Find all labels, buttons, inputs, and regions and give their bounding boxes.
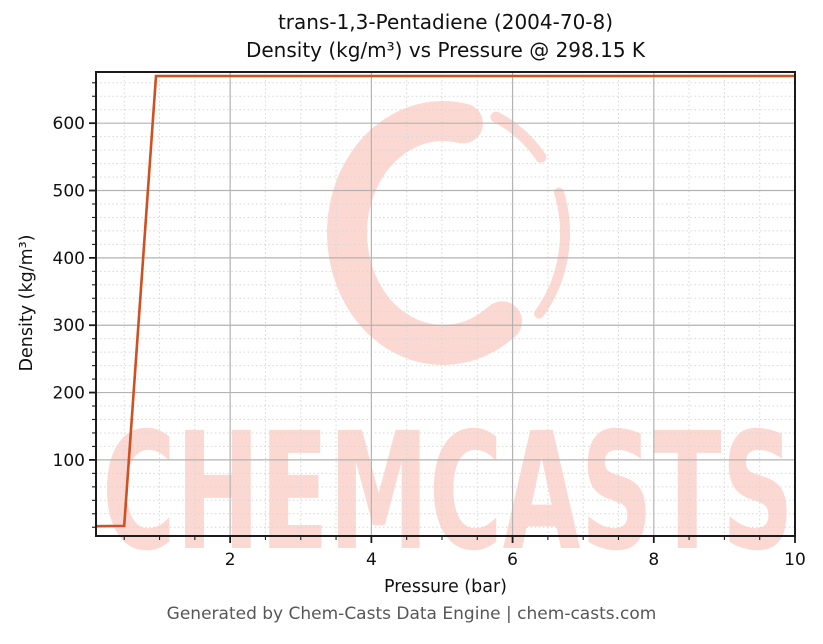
y-tick-label: 200 <box>53 384 85 404</box>
y-tick-label: 400 <box>53 249 85 269</box>
chart-title-line2: Density (kg/m³) vs Pressure @ 298.15 K <box>245 37 646 62</box>
y-tick-label: 500 <box>53 182 85 202</box>
x-tick-label: 6 <box>507 550 518 570</box>
series-line-density-vs-pressure <box>95 74 795 528</box>
y-tick-label: 600 <box>53 114 85 134</box>
footer-credit: Generated by Chem-Casts Data Engine | ch… <box>166 604 657 624</box>
data-series <box>95 74 795 528</box>
y-tick-label: 100 <box>53 451 85 471</box>
gridlines-major <box>96 72 796 536</box>
plot-frame <box>95 71 796 537</box>
chemcasts-watermark-text: CHEMCASTS <box>102 399 794 587</box>
gridlines-minor <box>96 72 795 536</box>
axis-tick-labels: 2 4 6 8 10 100 200 300 400 500 600 <box>53 114 806 570</box>
y-axis-label: Density (kg/m³) <box>17 234 37 372</box>
x-tick-label: 10 <box>784 550 806 570</box>
x-tick-label: 2 <box>225 550 236 570</box>
x-tick-label: 8 <box>648 550 659 570</box>
chemcasts-watermark: CHEMCASTS <box>102 100 794 587</box>
y-tick-label: 300 <box>53 316 85 336</box>
chart-title: trans-1,3-Pentadiene (2004-70-8) Density… <box>96 9 795 64</box>
chart-title-line1: trans-1,3-Pentadiene (2004-70-8) <box>277 10 614 34</box>
x-tick-label: 4 <box>366 550 377 570</box>
x-axis-label: Pressure (bar) <box>384 577 507 597</box>
logo-swoosh-upper <box>490 111 547 163</box>
logo-swoosh-lower <box>534 187 571 319</box>
